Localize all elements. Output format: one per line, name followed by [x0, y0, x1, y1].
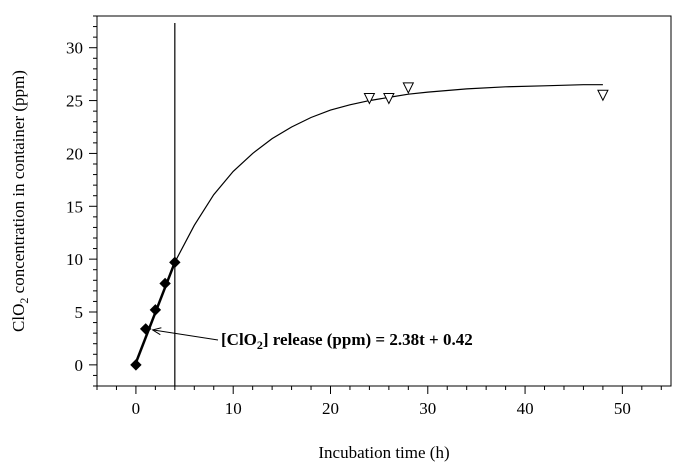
triangle-point: [363, 92, 376, 105]
diamond-point: [130, 359, 142, 371]
y-tick-label: 0: [75, 356, 84, 375]
triangle-point: [597, 89, 609, 102]
y-axis-title: ClO2 concentration in container (ppm): [9, 70, 31, 332]
x-tick-label: 10: [225, 399, 242, 418]
y-tick-label: 25: [66, 92, 83, 111]
annotation-arrow-head: [151, 327, 162, 336]
y-axis-title-suffix: concentration in container (ppm): [9, 70, 28, 298]
diamond-point: [169, 256, 181, 269]
diamond-point: [139, 323, 152, 335]
x-tick-label: 50: [614, 399, 631, 418]
x-axis-title: Incubation time (h): [318, 443, 449, 462]
annotation-arrow-line: [152, 329, 219, 341]
y-tick-label: 10: [66, 250, 83, 269]
y-tick-label: 5: [75, 303, 84, 322]
triangle-point: [402, 82, 415, 95]
x-tick-label: 20: [322, 399, 339, 418]
equation-label: [ClO2] release (ppm) = 2.38t + 0.42: [221, 330, 473, 352]
plot-frame: [96, 15, 672, 387]
y-axis-title-prefix: ClO: [9, 304, 28, 332]
equation-prefix: [ClO: [221, 330, 257, 349]
y-tick-label: 15: [66, 197, 83, 216]
triangle-point: [383, 92, 395, 105]
axis-ticks: 0 10 20 30 40 50 0 5 10 15 20 25 30: [66, 15, 662, 418]
x-tick-label: 30: [419, 399, 436, 418]
diamond-point: [159, 277, 171, 290]
y-tick-label: 30: [66, 39, 83, 58]
y-tick-label: 20: [66, 144, 83, 163]
equation-annotation: [ClO2] release (ppm) = 2.38t + 0.42: [151, 327, 473, 352]
equation-suffix: ] release (ppm) = 2.38t + 0.42: [263, 330, 473, 349]
x-tick-label: 40: [517, 399, 534, 418]
equation-subscript: 2: [257, 338, 263, 352]
diamond-point: [149, 304, 162, 316]
data-points: [130, 82, 609, 371]
saturation-fit-curve: [174, 84, 603, 263]
x-tick-label: 0: [132, 399, 141, 418]
y-axis-title-sub: 2: [17, 298, 31, 304]
